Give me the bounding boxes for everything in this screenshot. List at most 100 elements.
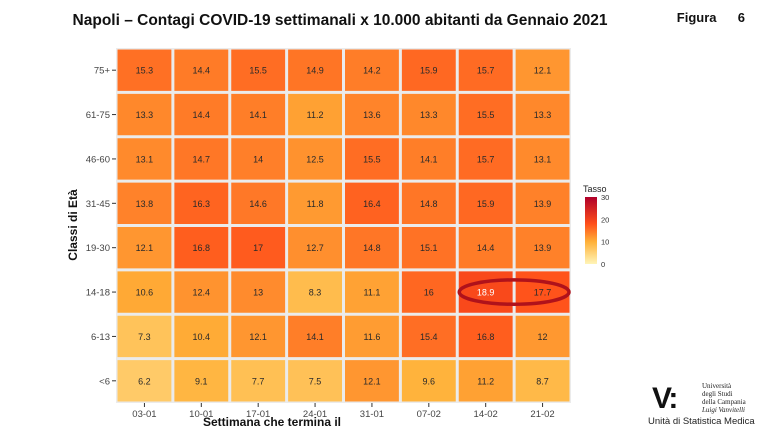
heatmap-cell xyxy=(231,49,286,91)
heatmap-cell xyxy=(288,315,342,358)
heatmap-cell xyxy=(458,182,513,224)
heatmap-cell-label: 12.7 xyxy=(306,243,324,253)
heatmap-cell-label: 14.4 xyxy=(193,110,211,120)
heatmap-cell xyxy=(458,360,513,402)
heatmap-cell-label: 17.7 xyxy=(534,288,552,298)
y-tick-label: <6 xyxy=(99,376,110,387)
heatmap-cell xyxy=(231,93,286,136)
heatmap-cell xyxy=(515,182,570,224)
heatmap-cell-label: 15.1 xyxy=(420,243,438,253)
heatmap-cell xyxy=(401,49,456,91)
heatmap-cell xyxy=(458,227,513,269)
heatmap-cell xyxy=(174,93,229,136)
logo-line-3: della Campania xyxy=(702,398,746,406)
x-tick-label: 07-02 xyxy=(417,409,441,420)
heatmap-cell xyxy=(515,315,570,358)
heatmap-cell xyxy=(401,138,456,180)
y-axis-label: Classi di Età xyxy=(66,189,80,261)
heatmap-cell xyxy=(231,138,286,180)
heatmap-cell xyxy=(174,227,229,269)
heatmap-cell xyxy=(401,360,456,402)
heatmap-cell xyxy=(117,93,172,136)
heatmap-cell xyxy=(117,138,172,180)
heatmap-cell-label: 9.6 xyxy=(423,376,436,386)
heatmap-cell xyxy=(515,138,570,180)
heatmap-cell-label: 12.1 xyxy=(363,376,381,386)
heatmap-cell xyxy=(117,315,172,358)
heatmap-cell-label: 13.6 xyxy=(363,110,381,120)
legend-colorbar xyxy=(585,197,597,264)
heatmap-cell-label: 13.3 xyxy=(136,110,154,120)
heatmap-cell xyxy=(174,271,229,313)
figure-word: Figura xyxy=(676,10,717,25)
heatmap-cell-label: 14.6 xyxy=(249,199,267,209)
heatmap-cell xyxy=(458,315,513,358)
heatmap-cell-label: 15.5 xyxy=(249,66,267,76)
heatmap-cell-label: 18.9 xyxy=(477,288,495,298)
heatmap-cell xyxy=(231,315,286,358)
heatmap-cell xyxy=(174,138,229,180)
y-tick-label: 46-60 xyxy=(86,154,110,165)
heatmap-cell-label: 12.1 xyxy=(534,66,552,76)
heatmap-cell xyxy=(345,360,399,402)
heatmap-cell-label: 14.1 xyxy=(420,154,438,164)
heatmap-cell xyxy=(515,360,570,402)
x-tick-label: 24-01 xyxy=(303,409,327,420)
color-legend: Tasso 0 10 20 30 xyxy=(583,184,609,269)
heatmap-cell xyxy=(345,138,399,180)
heatmap-cell xyxy=(515,227,570,269)
x-axis-label: Settimana che termina il xyxy=(203,415,341,429)
heatmap-cell-label: 11.2 xyxy=(307,110,324,120)
legend-ticks: 0 10 20 30 xyxy=(601,193,609,269)
heatmap-cell xyxy=(288,182,342,224)
heatmap-cell xyxy=(117,49,172,91)
heatmap-cell xyxy=(401,93,456,136)
x-tick-label: 21-02 xyxy=(530,409,554,420)
heatmap-cell-label: 12.4 xyxy=(193,288,211,298)
heatmap-cell-label: 14.1 xyxy=(306,332,324,342)
heatmap-cell-label: 7.5 xyxy=(309,376,322,386)
heatmap-cell-label: 13 xyxy=(253,288,263,298)
heatmap-cell-label: 16 xyxy=(424,288,434,298)
heatmap-cell-label: 16.8 xyxy=(477,332,495,342)
logo-mark: V: xyxy=(652,382,678,415)
heatmap-cell-label: 11.1 xyxy=(364,288,381,298)
heatmap-cells xyxy=(117,49,570,402)
heatmap-cell xyxy=(288,271,342,313)
heatmap-cell-label: 13.9 xyxy=(534,243,552,253)
heatmap-cell xyxy=(231,360,286,402)
heatmap-cell-label: 15.7 xyxy=(477,66,495,76)
heatmap-cell-label: 10.4 xyxy=(193,332,211,342)
heatmap-cell-label: 11.8 xyxy=(307,199,324,209)
heatmap-cell-label: 14 xyxy=(253,154,263,164)
heatmap-cell xyxy=(288,138,342,180)
heatmap-cell xyxy=(174,315,229,358)
heatmap-cell-label: 8.7 xyxy=(536,376,549,386)
y-tick-label: 31-45 xyxy=(86,199,110,210)
university-logo: V: Università degli Studi della Campania… xyxy=(648,378,763,428)
heatmap-cell-label: 12 xyxy=(538,332,548,342)
logo-line-1: Università xyxy=(702,382,732,390)
heatmap-cell-label: 14.9 xyxy=(306,66,324,76)
heatmap-cell-label: 14.8 xyxy=(363,243,381,253)
heatmap-cell-label: 9.1 xyxy=(195,376,208,386)
x-tick-label: 14-02 xyxy=(474,409,498,420)
heatmap-cell-label: 14.4 xyxy=(477,243,495,253)
x-tick-label: 31-01 xyxy=(360,409,384,420)
heatmap-cell-label: 13.9 xyxy=(534,199,552,209)
heatmap-cell xyxy=(117,360,172,402)
heatmap-cell xyxy=(458,93,513,136)
heatmap-cell xyxy=(345,49,399,91)
figure-label: Figura 6 xyxy=(677,10,745,25)
heatmap-cell-label: 17 xyxy=(253,243,263,253)
y-tick-label: 14-18 xyxy=(86,288,110,299)
heatmap-cell xyxy=(174,182,229,224)
heatmap-cell-label: 14.1 xyxy=(249,110,267,120)
heatmap-cell xyxy=(345,227,399,269)
heatmap-cell xyxy=(458,49,513,91)
heatmap-cell-label: 14.2 xyxy=(363,66,381,76)
heatmap-cell-label: 7.7 xyxy=(252,376,265,386)
heatmap-cell-label: 7.3 xyxy=(138,332,151,342)
heatmap-cell-label: 15.4 xyxy=(420,332,438,342)
heatmap-cell-label: 15.5 xyxy=(363,154,381,164)
